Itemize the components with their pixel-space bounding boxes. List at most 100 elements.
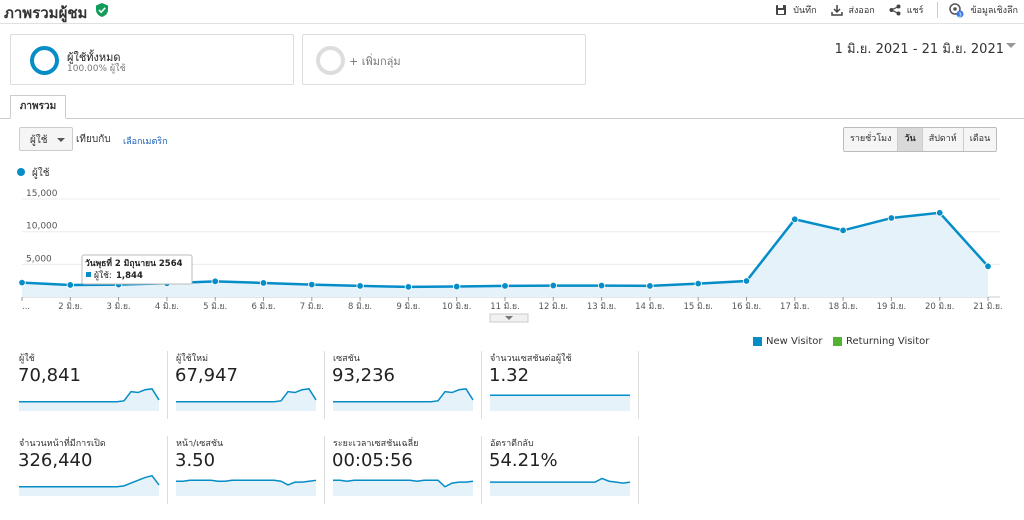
data-point [984,262,992,271]
share-label: แชร์ [906,6,924,16]
export-button[interactable]: ส่งออก [830,3,875,17]
metric-tile[interactable]: อัตราตีกลับ 54.21% [489,436,639,504]
add-segment-label: + เพิ่มกลุ่ม [349,55,401,68]
metric-sparkline [176,388,317,411]
sparkline-line [19,474,160,488]
tooltip-swatch [86,272,91,277]
series-legend-label: ผู้ใช้ [32,168,50,179]
verified-shield-icon [96,3,108,17]
new-visitor-swatch [753,337,762,346]
metric-tile-value: 3.50 [175,450,216,471]
users-line-chart[interactable]: 5,000 10,000 15,000... 2 มิ.ย. 3 มิ.ย. 4 มิ.ย… [0,180,1024,325]
x-tick-label: 16 มิ.ย. [732,302,762,312]
share-button[interactable]: แชร์ [889,3,924,17]
data-point [404,283,413,291]
metric-tile[interactable]: เซสชัน 93,236 [332,351,482,419]
metric-sparkline [490,477,631,496]
x-tick-label: 14 มิ.ย. [635,302,665,312]
metric-tile-value: 54.21% [489,450,558,471]
metric-sparkline [19,388,160,411]
metric-sparkline [333,479,474,496]
sparkline-line [176,388,317,403]
metric-tile-label: ผู้ใช้ [19,354,35,364]
data-point [646,282,654,290]
metric-tile-label: หน้า/เซสชัน [176,439,224,449]
granularity-month[interactable]: เดือน [963,128,997,151]
metric-tile-label: เซสชัน [333,354,360,364]
x-tick-label: 12 มิ.ย. [539,302,569,312]
insights-label: ข้อมูลเชิงลึก [970,6,1018,16]
granularity-day[interactable]: วัน [898,128,923,151]
metric-tile-value: 326,440 [18,450,93,471]
top-bar: ภาพรวมผู้ชม บันทึก ส่งออก แชร์ 3 ข้อมูลเ… [0,0,1024,24]
legend-returning-visitor-label: Returning Visitor [846,336,930,347]
x-tick-label: 17 มิ.ย. [780,302,810,312]
metric-sparkline [176,479,317,496]
x-tick-label: 15 มิ.ย. [683,302,713,312]
legend-returning-visitor: Returning Visitor [833,336,929,347]
metric-dropdown[interactable]: ผู้ใช้ [19,127,73,151]
granularity-week[interactable]: สัปดาห์ [922,128,964,151]
x-tick-label: 2 มิ.ย. [58,302,82,312]
sparkline-area [176,388,316,411]
x-tick-label: 4 มิ.ย. [155,302,179,312]
y-tick-label: 15,000 [26,189,58,199]
segment-ring-icon [30,46,59,75]
chevron-down-icon[interactable] [1006,43,1016,48]
compare-label: เทียบกับ [76,134,111,145]
metric-tile[interactable]: จำนวนเซสชันต่อผู้ใช้ 1.32 [489,351,639,419]
series-legend-dot [17,168,25,176]
tooltip-title: วันพุธที่ 2 มิถุนายน 2564 [85,256,183,269]
y-tick-label: 5,000 [26,254,52,264]
date-range-picker[interactable]: 1 มิ.ย. 2021 - 21 มิ.ย. 2021 [834,42,1004,57]
data-point [694,279,702,288]
segment-all-users[interactable]: ผู้ใช้ทั้งหมด 100.00% ผู้ใช้ [10,34,294,85]
insights-button[interactable]: 3 ข้อมูลเชิงลึก [937,2,1018,18]
add-segment-card[interactable]: + เพิ่มกลุ่ม [302,34,586,85]
metric-tile[interactable]: ผู้ใช้ 70,841 [18,351,168,419]
granularity-toggle: รายชั่วโมง วัน สัปดาห์ เดือน [843,127,998,152]
sparkline-line [176,479,317,486]
metric-tile[interactable]: จำนวนหน้าที่มีการเปิด 326,440 [18,436,168,504]
metric-tile-value: 00:05:56 [332,450,413,471]
sparkline-area [333,388,473,411]
metric-tile[interactable]: ผู้ใช้ใหม่ 67,947 [175,351,325,419]
data-point [211,277,219,286]
chart-drag-chevron [505,316,513,320]
x-tick-label: 18 มิ.ย. [828,302,858,312]
sparkline-area [176,480,316,496]
insights-icon: 3 [949,3,964,18]
data-point [259,279,268,287]
sparkline-area [490,395,630,411]
metric-tile-label: อัตราตีกลับ [490,439,534,449]
data-point [356,282,364,290]
sparkline-line [333,388,474,403]
x-tick-label: 13 มิ.ย. [587,302,617,312]
page-title: ภาพรวมผู้ชม [4,4,88,22]
data-point [936,209,944,217]
select-metric-link[interactable]: เลือกเมตริก [123,137,168,147]
tooltip-value: 1,844 [116,271,143,281]
metric-tile[interactable]: ระยะเวลาเซสชันเฉลี่ย 00:05:56 [332,436,482,504]
share-icon [889,4,901,16]
metric-tile-value: 93,236 [332,365,395,386]
y-tick-label: 10,000 [26,222,58,232]
data-point [791,215,799,223]
granularity-hourly[interactable]: รายชั่วโมง [844,128,899,151]
metric-sparkline [333,388,474,411]
legend-new-visitor: New Visitor [753,336,823,347]
metric-sparkline [490,394,630,411]
metric-tile-label: จำนวนหน้าที่มีการเปิด [19,439,106,449]
empty-segment-ring-icon [316,46,345,75]
data-point [308,280,316,289]
header-actions: บันทึก ส่งออก แชร์ 3 ข้อมูลเชิงลึก [761,2,1018,18]
save-button[interactable]: บันทึก [775,3,817,17]
tab-overview[interactable]: ภาพรวม [10,95,66,119]
segment-name: ผู้ใช้ทั้งหมด [67,51,121,64]
metric-tile-label: ระยะเวลาเซสชันเฉลี่ย [333,439,419,449]
metric-sparkline [19,474,160,496]
metric-tile[interactable]: หน้า/เซสชัน 3.50 [175,436,325,504]
sparkline-line [19,388,160,403]
data-point [839,226,847,235]
x-tick-label: 3 มิ.ย. [107,302,131,312]
